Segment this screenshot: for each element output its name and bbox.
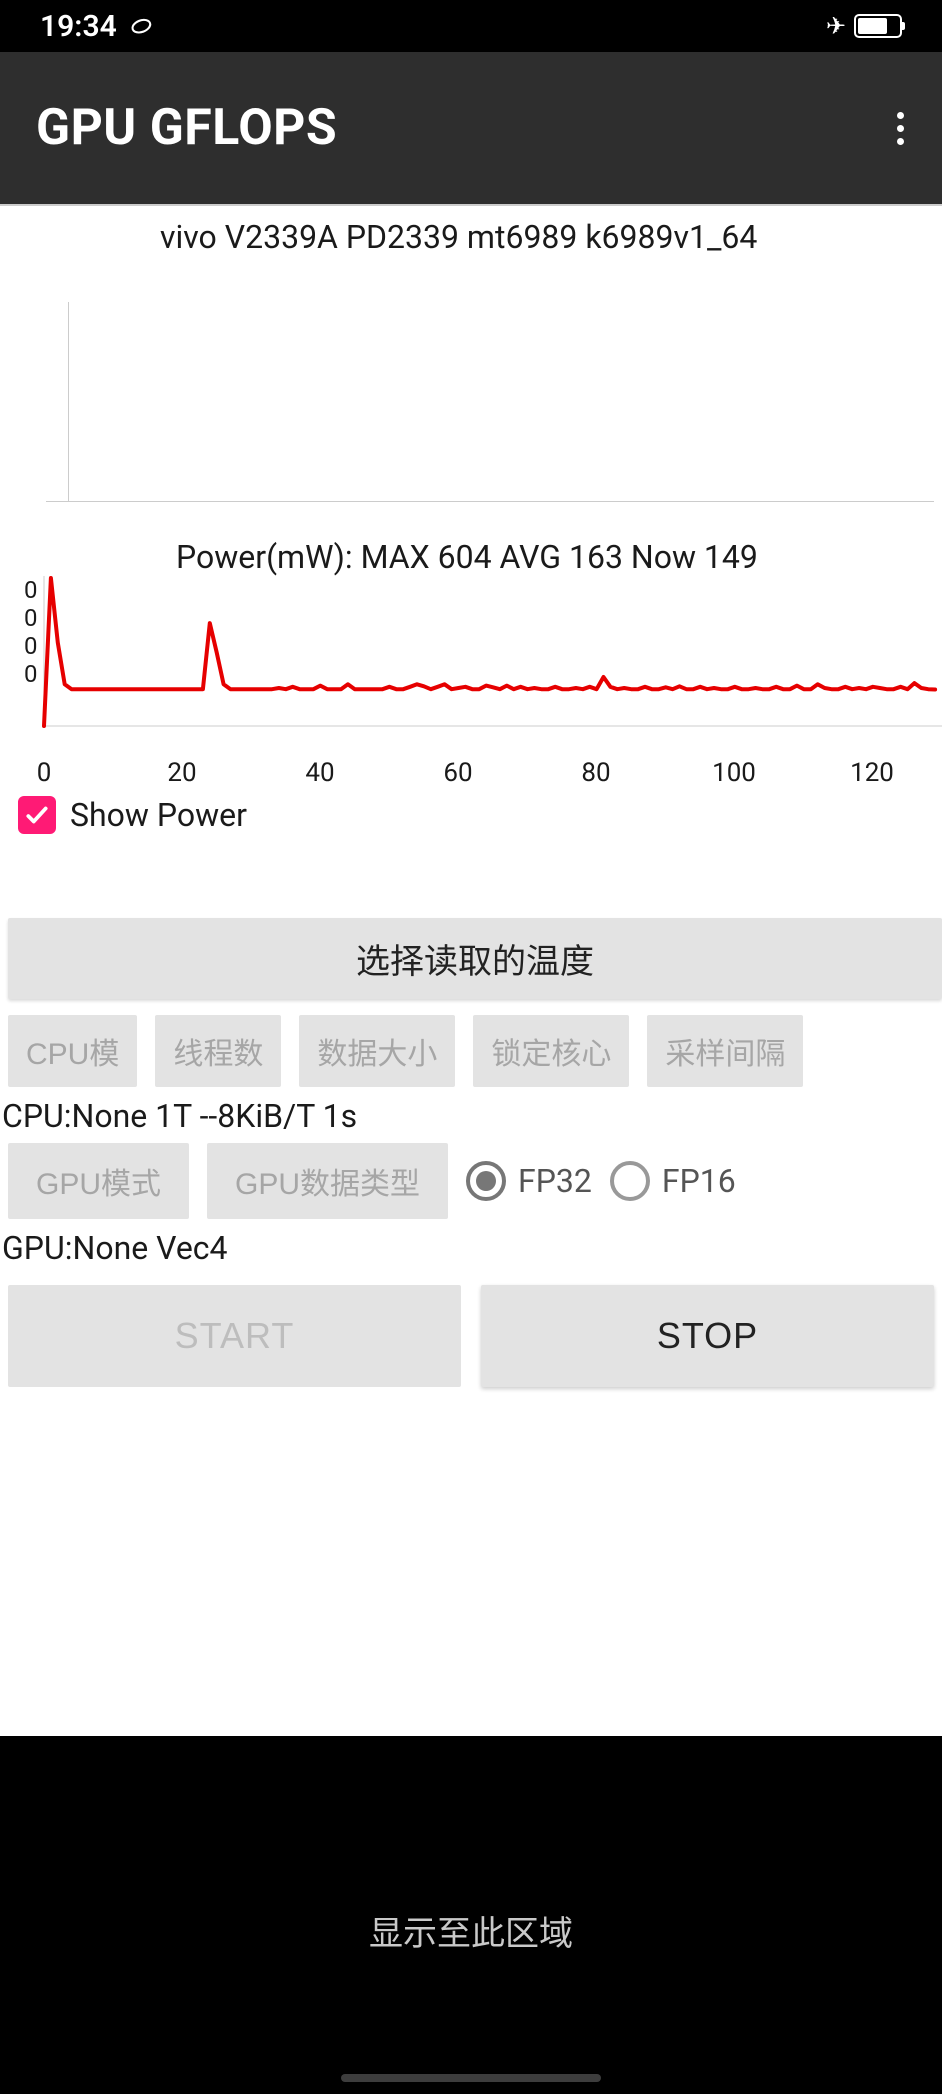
- radio-icon: [466, 1161, 506, 1201]
- content-area: vivo V2339A PD2339 mt6989 k6989v1_64 Pow…: [0, 206, 942, 1736]
- lock-core-button[interactable]: 锁定核心: [473, 1015, 629, 1087]
- bottom-panel: 显示至此区域: [0, 1736, 942, 2094]
- select-temperature-button[interactable]: 选择读取的温度: [8, 918, 942, 999]
- threads-button[interactable]: 线程数: [155, 1015, 281, 1087]
- x-tick-label: 80: [581, 758, 610, 788]
- x-tick-label: 60: [443, 758, 472, 788]
- app-bar: GPU GFLOPS: [0, 52, 942, 206]
- cpu-status: CPU:None 1T --8KiB/T 1s: [0, 1087, 942, 1139]
- data-size-button[interactable]: 数据大小: [299, 1015, 455, 1087]
- home-indicator[interactable]: [341, 2074, 601, 2082]
- power-chart-title: Power(mW): MAX 604 AVG 163 Now 149: [0, 502, 942, 576]
- more-menu-icon[interactable]: [887, 102, 914, 155]
- gpu-dtype-button[interactable]: GPU数据类型: [207, 1143, 448, 1219]
- check-icon: [24, 802, 50, 828]
- x-tick-label: 0: [37, 758, 52, 788]
- status-time: 19:34: [40, 9, 117, 44]
- gflops-chart: [46, 302, 934, 502]
- cpu-mode-button[interactable]: CPU模: [8, 1015, 137, 1087]
- planet-icon: ⬭: [127, 9, 156, 42]
- power-chart: 0 0 0 0: [0, 576, 942, 756]
- show-power-label: Show Power: [70, 796, 247, 834]
- battery-percent: 72: [856, 18, 900, 34]
- x-tick-label: 40: [305, 758, 334, 788]
- airplane-mode-icon: ✈: [826, 12, 846, 40]
- x-tick-label: 20: [167, 758, 196, 788]
- radio-icon: [610, 1161, 650, 1201]
- gpu-mode-button[interactable]: GPU模式: [8, 1143, 189, 1219]
- power-chart-x-axis: 0 20 40 60 80 100 120: [0, 758, 942, 790]
- show-power-checkbox[interactable]: [18, 796, 56, 834]
- fp32-radio[interactable]: FP32: [466, 1161, 592, 1201]
- x-tick-label: 120: [850, 758, 894, 788]
- start-button[interactable]: START: [8, 1285, 461, 1387]
- gpu-status: GPU:None Vec4: [0, 1219, 942, 1271]
- stop-button[interactable]: STOP: [481, 1285, 934, 1387]
- device-info: vivo V2339A PD2339 mt6989 k6989v1_64: [0, 210, 942, 256]
- fp16-radio[interactable]: FP16: [610, 1161, 736, 1201]
- x-tick-label: 100: [712, 758, 756, 788]
- battery-indicator: 72: [854, 14, 902, 38]
- app-title: GPU GFLOPS: [36, 99, 337, 157]
- status-bar: 19:34 ⬭ ✈ 72: [0, 0, 942, 52]
- bottom-panel-text: 显示至此区域: [369, 1906, 573, 1955]
- fp16-label: FP16: [662, 1162, 736, 1200]
- fp32-label: FP32: [518, 1162, 592, 1200]
- sample-interval-button[interactable]: 采样间隔: [647, 1015, 803, 1087]
